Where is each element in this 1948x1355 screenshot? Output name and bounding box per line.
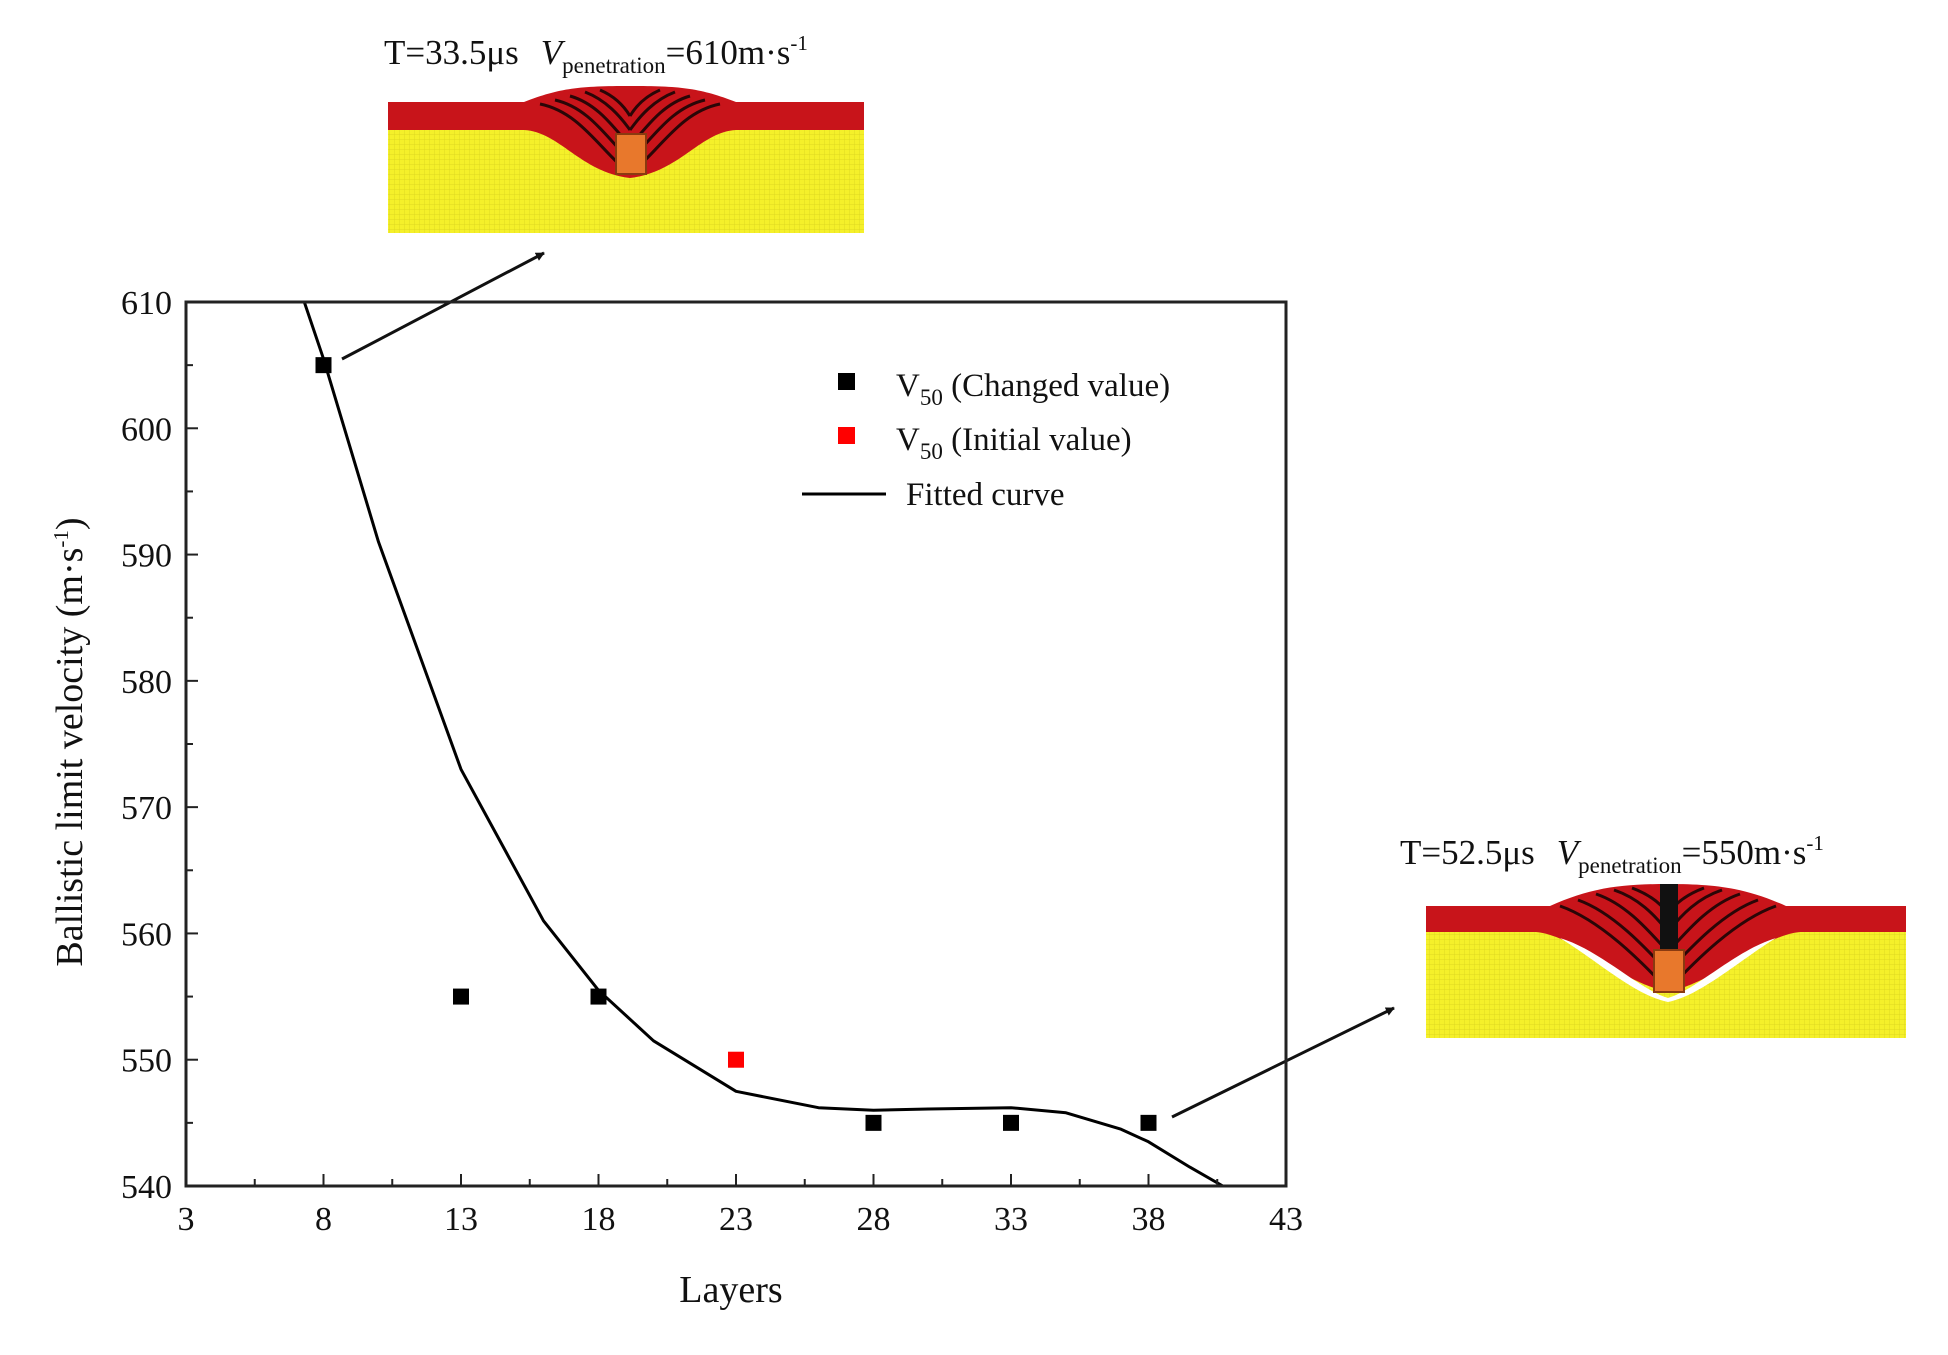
x-tick-label: 43 (1269, 1201, 1303, 1238)
y-tick-label: 590 (121, 538, 172, 575)
data-point-changed (1140, 1114, 1157, 1131)
x-tick-label: 3 (178, 1201, 195, 1238)
target-top-layer (388, 86, 864, 178)
fitted-curve (302, 302, 1224, 1186)
legend-label-changed: V50 (Changed value) (896, 368, 1170, 410)
annotation-right: T=52.5μs Vpenetration=550m·s-1 (1400, 831, 1824, 878)
data-point-changed (315, 357, 332, 374)
x-tick-label: 13 (444, 1201, 478, 1238)
x-tick-label: 8 (315, 1201, 332, 1238)
x-axis-title: Layers (679, 1269, 782, 1311)
penetration-channel (1660, 884, 1678, 954)
legend-label-fitted: Fitted curve (906, 477, 1065, 513)
annotation-top: T=33.5μs Vpenetration=610m·s-1 (384, 31, 808, 78)
data-point-initial (728, 1051, 744, 1068)
data-point-changed (453, 988, 469, 1005)
projectile (615, 133, 647, 175)
projectile-2 (1653, 949, 1685, 993)
y-axis-title: Ballistic limit velocity (m·s-1) (49, 517, 91, 966)
y-tick-label: 580 (121, 664, 172, 701)
x-tick-label: 33 (994, 1201, 1028, 1238)
y-tick-label: 610 (121, 285, 172, 322)
legend-marker-initial (838, 427, 855, 444)
y-tick-label: 540 (121, 1169, 172, 1206)
y-tick-label: 570 (121, 790, 172, 827)
x-tick-label: 18 (582, 1201, 616, 1238)
data-point-changed (590, 988, 607, 1005)
x-tick-label: 38 (1132, 1201, 1166, 1238)
annotation-arrow-top (341, 251, 545, 361)
simulation-snapshot-top (388, 86, 864, 233)
annotation-arrow-right (1171, 1006, 1395, 1119)
x-tick-label: 28 (857, 1201, 891, 1238)
data-point-changed (865, 1114, 882, 1131)
legend-label-initial: V50 (Initial value) (896, 422, 1132, 464)
y-tick-label: 550 (121, 1043, 172, 1080)
y-tick-label: 600 (121, 411, 172, 448)
x-tick-label: 23 (719, 1201, 753, 1238)
simulation-snapshot-right (1426, 884, 1906, 1038)
legend: V50 (Changed value) V50 (Initial value) … (802, 368, 1170, 513)
data-point-changed (1003, 1114, 1019, 1131)
y-tick-label: 560 (121, 916, 172, 953)
legend-marker-changed (838, 373, 855, 390)
